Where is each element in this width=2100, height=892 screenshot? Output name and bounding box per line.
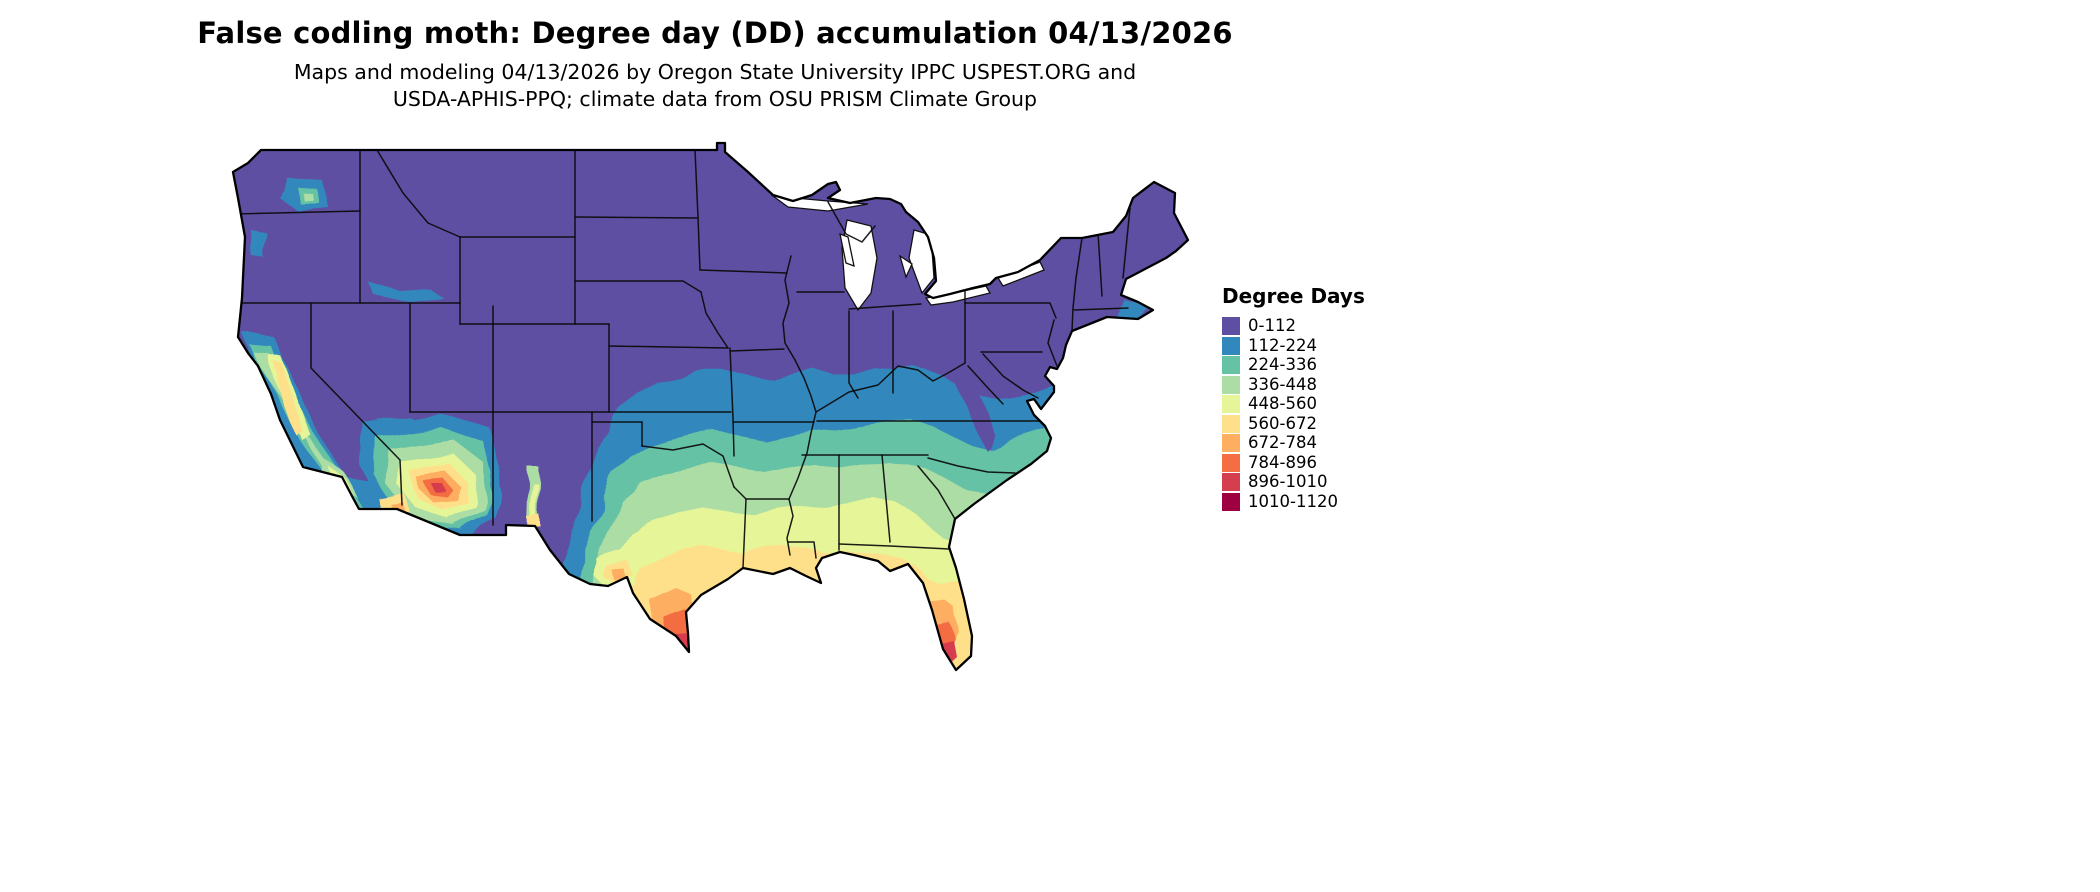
legend-item: 112-224 bbox=[1222, 335, 1365, 355]
legend-item: 0-112 bbox=[1222, 317, 1365, 335]
page-title: False codling moth: Degree day (DD) accu… bbox=[197, 16, 1233, 50]
legend-label: 0-112 bbox=[1248, 316, 1296, 335]
state-borders bbox=[233, 149, 1131, 569]
legend-label: 784-896 bbox=[1248, 452, 1317, 472]
legend-items: 0-112 112-224 224-336 336-448 448-560 560-672… bbox=[1222, 317, 1365, 511]
legend-label: 224-336 bbox=[1248, 355, 1317, 374]
legend-label: 1010-1120 bbox=[1248, 491, 1338, 511]
columbia-basin-center bbox=[302, 192, 314, 201]
legend-swatch bbox=[1222, 414, 1240, 433]
great-lakes bbox=[770, 195, 1045, 312]
yuma-hot bbox=[388, 500, 402, 509]
legend-label: 448-560 bbox=[1248, 394, 1317, 413]
legend-swatch bbox=[1222, 336, 1240, 355]
legend-item: 336-448 bbox=[1222, 374, 1365, 394]
legend-swatch bbox=[1222, 434, 1240, 452]
legend-label: 112-224 bbox=[1248, 335, 1317, 355]
legend-swatch bbox=[1222, 375, 1240, 394]
legend-label: 336-448 bbox=[1248, 374, 1317, 394]
legend-label: 672-784 bbox=[1248, 433, 1317, 452]
legend-item: 1010-1120 bbox=[1222, 491, 1365, 511]
appalachian-cool-ridge bbox=[956, 380, 996, 450]
us-degree-day-map bbox=[228, 138, 1193, 693]
legend-swatch bbox=[1222, 492, 1240, 511]
legend-item: 672-784 bbox=[1222, 434, 1365, 452]
snake-river-plain bbox=[366, 280, 440, 300]
legend-swatch bbox=[1222, 395, 1240, 413]
legend-item: 448-560 bbox=[1222, 395, 1365, 413]
florida-keys bbox=[959, 665, 967, 670]
map-subtitle-line2: USDA-APHIS-PPQ; climate data from OSU PR… bbox=[392, 87, 1038, 111]
map-subtitle-line1: Maps and modeling 04/13/2026 by Oregon S… bbox=[293, 60, 1137, 84]
green-bay bbox=[839, 232, 855, 268]
legend-item: 224-336 bbox=[1222, 356, 1365, 374]
legend-title: Degree Days bbox=[1222, 284, 1365, 308]
legend-swatch bbox=[1222, 356, 1240, 374]
legend-item: 560-672 bbox=[1222, 413, 1365, 433]
central-valley-core bbox=[274, 361, 302, 434]
legend: Degree Days 0-112 112-224 224-336 336-448 44… bbox=[1222, 284, 1365, 512]
legend-label: 896-1010 bbox=[1248, 472, 1328, 491]
us-outline bbox=[231, 141, 1190, 672]
us-map-svg bbox=[231, 141, 1190, 672]
lake-michigan bbox=[841, 219, 878, 312]
legend-swatch bbox=[1222, 317, 1240, 335]
willamette-valley bbox=[252, 231, 268, 260]
legend-item: 784-896 bbox=[1222, 452, 1365, 472]
saginaw-bay bbox=[898, 254, 913, 279]
rio-grande-core bbox=[530, 483, 538, 524]
legend-label: 560-672 bbox=[1248, 413, 1317, 433]
legend-swatch bbox=[1222, 473, 1240, 491]
map-header: False codling moth: Degree day (DD) accu… bbox=[0, 0, 1430, 114]
arizona-core-red bbox=[433, 485, 447, 493]
big-bend-hot bbox=[612, 569, 627, 580]
el-paso-pocket bbox=[527, 515, 540, 526]
degree-day-bands bbox=[233, 143, 1188, 670]
legend-item: 896-1010 bbox=[1222, 473, 1365, 491]
legend-swatch bbox=[1222, 453, 1240, 472]
